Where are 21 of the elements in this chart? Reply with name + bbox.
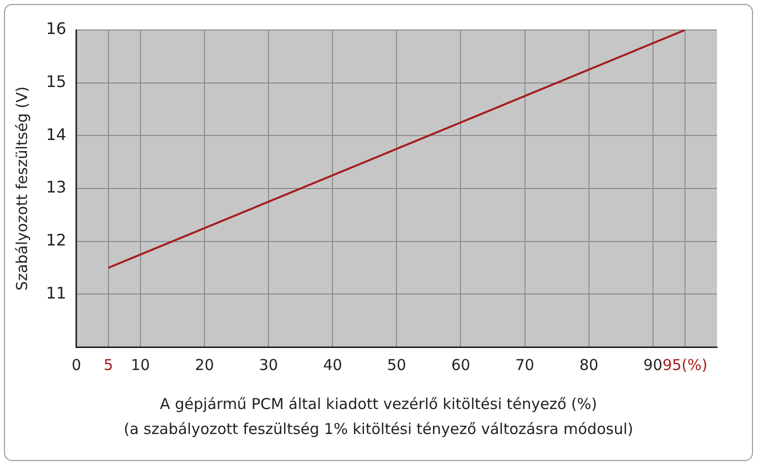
x-tick-label: 50 <box>387 356 406 374</box>
y-tick-label: 14 <box>46 124 66 144</box>
x-tick-label: 0 <box>72 356 82 374</box>
x-tick-label: 60 <box>451 356 470 374</box>
text: (a szabályozott feszültség 1% kitöltési tényező változásra módosul) <box>122 420 634 438</box>
y-tick-label: 15 <box>46 72 66 91</box>
x-tick-label: 80 <box>579 356 598 374</box>
y-axis-title: Szabályozott feszültség (V) <box>12 86 31 291</box>
x-tick-label: 40 <box>323 356 342 374</box>
x-tick-label: 70 <box>515 356 534 374</box>
y-tick-label: 13 <box>46 178 66 197</box>
x-tick-label: 20 <box>194 356 214 374</box>
y-tick-label: 11 <box>46 283 66 302</box>
y-tick-label: 12 <box>46 230 66 250</box>
y-tick-label: 16 <box>46 19 66 38</box>
x-tick-label: 5 <box>104 356 114 374</box>
x-tick-label: 10 <box>130 356 150 374</box>
x-tick-label: 95(%) <box>662 356 708 374</box>
x-tick-label: 30 <box>259 356 278 374</box>
x-tick-label: 90 <box>643 356 662 374</box>
x-axis-title: A gépjármű PCM által kiadott vezérlő kitöltési tényező (%) <box>158 395 598 413</box>
